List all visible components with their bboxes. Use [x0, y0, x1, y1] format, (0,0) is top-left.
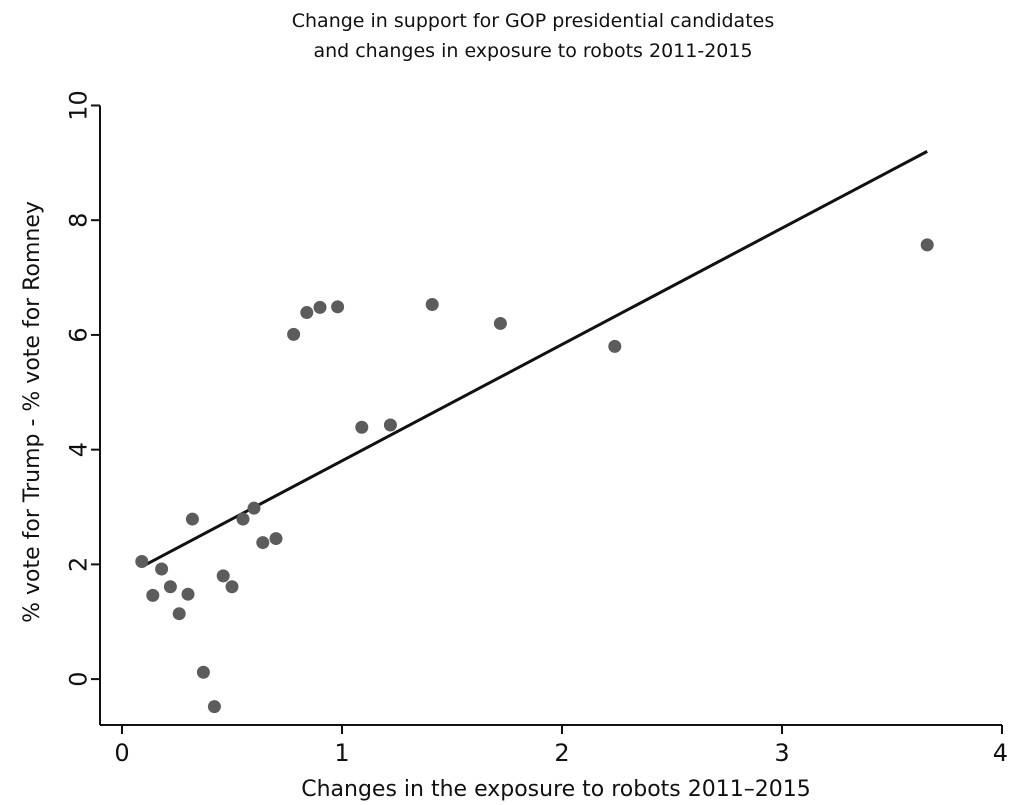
x-tick-label: 0: [114, 739, 129, 767]
data-point: [207, 700, 221, 714]
regression-line: [143, 150, 928, 567]
data-point: [172, 607, 186, 621]
y-tick-label: 0: [64, 671, 92, 686]
x-axis-ticks: 0 1 2 3 4: [114, 725, 1008, 767]
y-tick-label: 10: [64, 90, 92, 121]
x-tick-label: 3: [774, 739, 789, 767]
data-point: [247, 501, 261, 515]
x-axis-label: Changes in the exposure to robots 2011–2…: [301, 777, 811, 802]
y-axis-ticks: 0 2 4 6 8 10: [64, 90, 100, 687]
data-point: [425, 298, 439, 312]
data-point: [181, 587, 195, 601]
y-tick-label: 2: [64, 557, 92, 572]
data-point: [493, 316, 507, 330]
y-tick-label: 8: [64, 213, 92, 228]
data-point: [135, 555, 149, 569]
x-tick-label: 4: [993, 739, 1008, 767]
data-point: [225, 580, 239, 594]
data-point: [355, 420, 369, 434]
data-point: [185, 512, 199, 526]
y-tick-label: 4: [64, 442, 92, 457]
x-tick-label: 2: [554, 739, 569, 767]
data-point: [287, 327, 301, 341]
data-points: [135, 238, 934, 714]
chart-title-line-1: Change in support for GOP presidential c…: [292, 10, 775, 32]
data-point: [236, 512, 250, 526]
data-point: [269, 532, 283, 546]
data-point: [216, 569, 230, 583]
x-tick-label: 1: [334, 739, 349, 767]
y-axis-label: % vote for Trump - % vote for Romney: [20, 201, 45, 623]
data-point: [608, 339, 622, 353]
chart-title-line-2: and changes in exposure to robots 2011-2…: [313, 40, 752, 62]
data-point: [256, 536, 270, 550]
data-point: [920, 238, 934, 252]
y-tick-label: 6: [64, 327, 92, 342]
data-point: [155, 562, 169, 576]
data-point: [196, 665, 210, 679]
data-point: [146, 588, 160, 602]
data-point: [383, 418, 397, 432]
data-point: [300, 306, 314, 320]
data-point: [313, 300, 327, 314]
data-point: [163, 580, 177, 594]
data-point: [331, 300, 345, 314]
